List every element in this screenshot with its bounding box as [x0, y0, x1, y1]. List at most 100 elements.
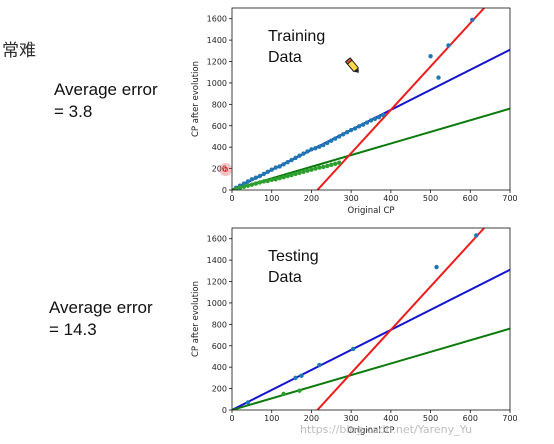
- x-tick-label: 100: [264, 194, 279, 203]
- data-point: [261, 171, 266, 177]
- data-point: [372, 116, 378, 122]
- data-point: [249, 182, 255, 187]
- data-point: [350, 346, 356, 352]
- data-point: [277, 164, 282, 169]
- y-tick-label: 1400: [207, 36, 227, 45]
- cursor-dot-icon: [219, 163, 232, 176]
- annotation-line: Training: [268, 28, 325, 45]
- y-tick-label: 1400: [207, 256, 227, 265]
- testing-error-line1: Average error: [49, 298, 153, 317]
- data-point: [269, 177, 274, 183]
- data-point: [313, 166, 318, 171]
- pen-cursor-icon: [344, 57, 359, 73]
- data-point: [305, 149, 310, 154]
- y-tick-label: 400: [212, 363, 227, 372]
- chart-1: 0 100 200 300 400 500 600 700 0 200 400 600 800 1000 1…: [191, 7, 518, 216]
- y-tick-label: 1200: [207, 58, 227, 67]
- data-point: [380, 112, 386, 118]
- data-point: [241, 184, 247, 189]
- data-point: [317, 165, 322, 170]
- chart-annotation: Training Data: [268, 28, 325, 66]
- fit-line: [232, 268, 510, 410]
- data-point: [265, 169, 270, 174]
- slide-title-fragment: 常难: [2, 41, 36, 60]
- x-tick-label: 0: [229, 194, 234, 203]
- y-tick-label: 600: [212, 122, 227, 131]
- data-point: [281, 174, 286, 180]
- plot-area: [232, 228, 510, 410]
- plot-frame: [231, 227, 511, 411]
- x-tick-label: 700: [502, 414, 517, 423]
- data-point: [428, 53, 433, 59]
- y-tick-label: 200: [212, 165, 227, 174]
- data-point: [281, 391, 286, 397]
- data-point: [352, 126, 358, 131]
- data-point: [317, 362, 322, 368]
- training-error-line2: = 3.8: [54, 102, 93, 121]
- data-point: [325, 140, 330, 146]
- testing-error-label: Average error = 14.3: [49, 297, 153, 341]
- data-point: [301, 169, 306, 174]
- data-point: [436, 75, 441, 80]
- data-point: [446, 43, 451, 48]
- x-tick-label: 200: [304, 414, 319, 423]
- data-point: [273, 177, 278, 182]
- data-point: [470, 17, 475, 22]
- y-axis-title: CP after evolution: [191, 61, 201, 137]
- fit-line: [232, 107, 510, 190]
- data-point: [337, 134, 342, 139]
- fit-line: [316, 8, 485, 190]
- data-point: [376, 115, 382, 120]
- x-tick-label: 600: [463, 194, 478, 203]
- x-tick-label: 100: [264, 414, 279, 423]
- data-point: [329, 162, 334, 168]
- annotation-line: Testing: [268, 248, 319, 265]
- data-point: [285, 159, 290, 165]
- data-point: [317, 144, 322, 149]
- data-point: [269, 167, 274, 172]
- data-point: [329, 138, 334, 143]
- data-point: [333, 136, 338, 141]
- data-point: [297, 388, 302, 393]
- data-point: [309, 167, 314, 172]
- y-tick-label: 600: [212, 342, 227, 351]
- data-point: [285, 173, 290, 179]
- fit-line: [316, 228, 485, 410]
- plot-frame: [231, 7, 511, 191]
- chart-2: 0 100 200 300 400 500 600 700 0 200 400 600 800 1000 1…: [191, 227, 518, 436]
- data-point: [301, 151, 306, 156]
- plot-area: [232, 8, 510, 190]
- x-tick-label: 600: [463, 414, 478, 423]
- x-tick-label: 500: [423, 414, 438, 423]
- data-point: [261, 179, 266, 184]
- x-tick-label: 0: [229, 414, 234, 423]
- data-point: [434, 264, 439, 270]
- y-tick-label: 0: [222, 406, 227, 415]
- y-tick-label: 1200: [207, 278, 227, 287]
- data-point: [305, 168, 310, 173]
- y-axis-title: CP after evolution: [191, 281, 201, 357]
- watermark-text: https://blog.csdn.net/Yareny_Yu: [300, 423, 473, 436]
- x-tick-label: 500: [423, 194, 438, 203]
- x-tick-label: 300: [344, 194, 359, 203]
- data-point: [297, 170, 302, 176]
- data-point: [360, 122, 366, 127]
- data-point: [289, 157, 294, 163]
- data-point: [253, 175, 259, 180]
- data-point: [281, 162, 286, 167]
- x-tick-label: 400: [383, 414, 398, 423]
- data-point: [325, 163, 330, 169]
- y-tick-label: 1600: [207, 235, 227, 244]
- data-point: [293, 171, 298, 177]
- y-tick-label: 800: [212, 320, 227, 329]
- fit-line: [232, 327, 510, 410]
- data-point: [333, 161, 338, 166]
- x-tick-label: 400: [383, 194, 398, 203]
- data-point: [299, 373, 304, 378]
- annotation-line: Data: [268, 49, 302, 66]
- data-point: [356, 124, 362, 129]
- data-point: [293, 375, 298, 381]
- data-point: [257, 180, 262, 185]
- y-tick-label: 1600: [207, 15, 227, 24]
